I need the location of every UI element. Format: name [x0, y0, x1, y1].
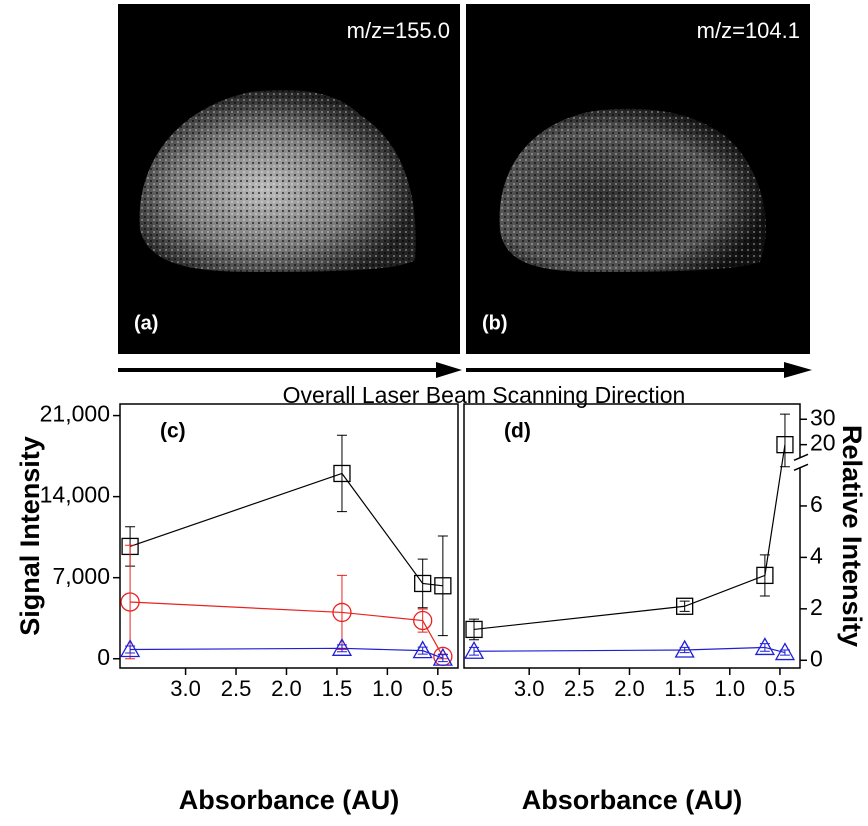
tissue-texture [499, 108, 766, 272]
marker [776, 436, 794, 454]
y2-axis-label: Relative Intensity [837, 425, 867, 647]
x-tick-label: 0.5 [423, 676, 454, 701]
x-tick-label: 1.0 [372, 676, 403, 701]
marker [754, 637, 776, 656]
x-tick-label: 3.0 [514, 676, 545, 701]
x-tick-label: 3.0 [170, 676, 201, 701]
panel-label: (a) [134, 312, 158, 334]
y-tick-label: 0 [97, 644, 110, 670]
y2-tick-label: 2 [810, 594, 823, 620]
marker [119, 639, 141, 658]
x-tick-label: 2.5 [221, 676, 252, 701]
marker [432, 647, 453, 666]
x-tick-label: 0.5 [765, 676, 796, 701]
x-tick-label: 1.5 [664, 676, 695, 701]
marker [674, 639, 695, 658]
arrow-head [436, 362, 462, 378]
marker [463, 640, 485, 659]
plot-frame [119, 403, 459, 669]
y-axis-label: Signal Intensity [15, 436, 45, 636]
x-tick-label: 1.5 [322, 676, 353, 701]
marker [434, 577, 452, 595]
marker [465, 620, 483, 639]
marker [332, 602, 352, 623]
panel-label: (b) [482, 312, 508, 334]
y-tick-label: 7,000 [52, 563, 110, 589]
plot-frame [463, 403, 801, 669]
marker [413, 610, 433, 631]
axis-break [793, 453, 809, 462]
marker [774, 642, 796, 661]
image-caption: m/z=104.1 [697, 18, 800, 43]
panel-label: (d) [504, 420, 531, 443]
series-line [130, 647, 444, 659]
x-tick-label: 2.5 [564, 676, 595, 701]
marker [414, 574, 432, 593]
panel-label: (c) [160, 420, 186, 443]
y2-tick-label: 20 [810, 430, 836, 456]
axis-break [793, 463, 809, 472]
arrow-head [784, 362, 812, 378]
series-line [129, 472, 443, 587]
y-tick-label: 21,000 [40, 401, 110, 427]
y2-tick-label: 6 [810, 491, 823, 517]
x-axis-label: Absorbance (AU) [179, 785, 400, 815]
error-bar [759, 554, 770, 597]
y2-tick-label: 4 [810, 542, 823, 568]
x-tick-label: 1.0 [714, 676, 745, 701]
error-bar [469, 618, 480, 641]
x-tick-label: 2.0 [614, 676, 645, 701]
y2-tick-label: 30 [810, 404, 836, 430]
tissue-texture [139, 90, 416, 272]
error-bar [437, 535, 448, 637]
series-line [473, 444, 786, 631]
marker [331, 637, 353, 656]
series-line [474, 646, 786, 654]
series-line [130, 601, 444, 657]
marker [756, 566, 774, 585]
y-tick-label: 14,000 [40, 482, 110, 508]
y2-tick-label: 0 [810, 645, 823, 671]
error-bar [417, 558, 428, 609]
error-bar [679, 600, 690, 612]
marker [676, 597, 694, 615]
error-bar [779, 413, 790, 468]
error-bar [417, 608, 428, 633]
error-bar [336, 434, 347, 513]
x-tick-label: 2.0 [271, 676, 302, 701]
marker [333, 464, 351, 483]
marker [120, 592, 140, 612]
image-caption: m/z=155.0 [347, 18, 450, 43]
axis-break-gap [797, 457, 811, 468]
marker [412, 640, 433, 659]
x-axis-label: Absorbance (AU) [522, 785, 743, 815]
